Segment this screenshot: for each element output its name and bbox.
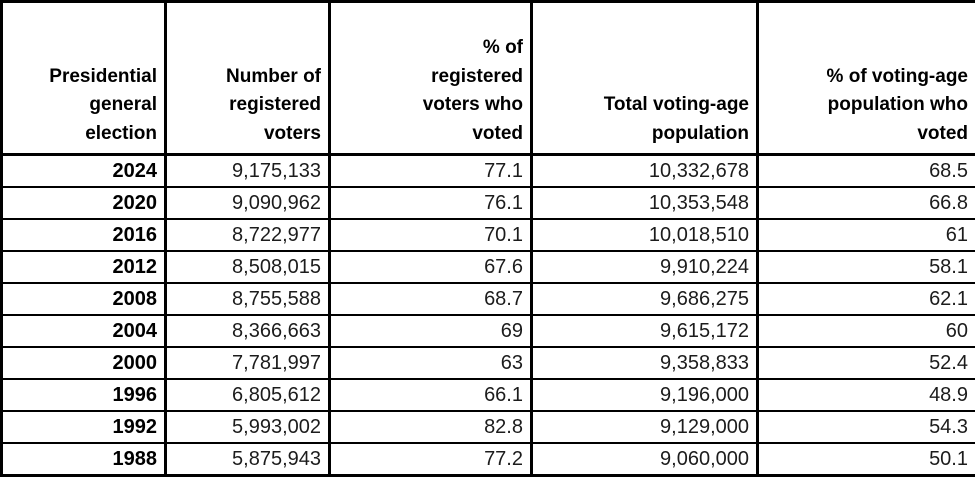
- voting-age-population-cell: 10,353,548: [532, 187, 758, 219]
- registered-voters-cell: 9,090,962: [166, 187, 330, 219]
- registered-voters-cell: 8,508,015: [166, 251, 330, 283]
- pct-vap-voted-cell: 60: [758, 315, 975, 347]
- registered-voters-cell: 8,366,663: [166, 315, 330, 347]
- pct-registered-voted-cell: 63: [330, 347, 532, 379]
- pct-vap-voted-cell: 62.1: [758, 283, 975, 315]
- pct-registered-voted-cell: 68.7: [330, 283, 532, 315]
- registered-voters-cell: 8,755,588: [166, 283, 330, 315]
- col-header-pct-registered-voters-voted: % of registered voters who voted: [330, 2, 532, 155]
- pct-registered-voted-cell: 77.1: [330, 155, 532, 188]
- pct-registered-voted-cell: 70.1: [330, 219, 532, 251]
- voting-age-population-cell: 9,910,224: [532, 251, 758, 283]
- pct-vap-voted-cell: 52.4: [758, 347, 975, 379]
- col-header-pct-voting-age-population-voted: % of voting-age population who voted: [758, 2, 975, 155]
- year-cell: 2000: [2, 347, 166, 379]
- year-cell: 1996: [2, 379, 166, 411]
- pct-vap-voted-cell: 48.9: [758, 379, 975, 411]
- pct-registered-voted-cell: 82.8: [330, 411, 532, 443]
- registered-voters-cell: 7,781,997: [166, 347, 330, 379]
- year-cell: 1992: [2, 411, 166, 443]
- voting-age-population-cell: 9,358,833: [532, 347, 758, 379]
- pct-vap-voted-cell: 54.3: [758, 411, 975, 443]
- pct-registered-voted-cell: 69: [330, 315, 532, 347]
- voting-age-population-cell: 10,332,678: [532, 155, 758, 188]
- year-cell: 2008: [2, 283, 166, 315]
- year-cell: 2024: [2, 155, 166, 188]
- year-cell: 2004: [2, 315, 166, 347]
- pct-registered-voted-cell: 67.6: [330, 251, 532, 283]
- year-cell: 2020: [2, 187, 166, 219]
- col-header-number-of-registered-voters: Number of registered voters: [166, 2, 330, 155]
- year-cell: 2012: [2, 251, 166, 283]
- year-cell: 2016: [2, 219, 166, 251]
- registered-voters-cell: 6,805,612: [166, 379, 330, 411]
- table-header: Presidential general election Number of …: [2, 2, 975, 155]
- registered-voters-cell: 8,722,977: [166, 219, 330, 251]
- col-header-presidential-general-election: Presidential general election: [2, 2, 166, 155]
- voting-age-population-cell: 9,129,000: [532, 411, 758, 443]
- pct-vap-voted-cell: 61: [758, 219, 975, 251]
- voting-age-population-cell: 9,686,275: [532, 283, 758, 315]
- pct-vap-voted-cell: 58.1: [758, 251, 975, 283]
- registered-voters-cell: 5,993,002: [166, 411, 330, 443]
- registered-voters-cell: 9,175,133: [166, 155, 330, 188]
- col-header-total-voting-age-population: Total voting-age population: [532, 2, 758, 155]
- pct-vap-voted-cell: 68.5: [758, 155, 975, 188]
- voting-age-population-cell: 9,615,172: [532, 315, 758, 347]
- pct-vap-voted-cell: 66.8: [758, 187, 975, 219]
- pct-registered-voted-cell: 66.1: [330, 379, 532, 411]
- pct-registered-voted-cell: 76.1: [330, 187, 532, 219]
- header-row: Presidential general election Number of …: [2, 2, 975, 155]
- voting-age-population-cell: 9,196,000: [532, 379, 758, 411]
- voting-age-population-cell: 10,018,510: [532, 219, 758, 251]
